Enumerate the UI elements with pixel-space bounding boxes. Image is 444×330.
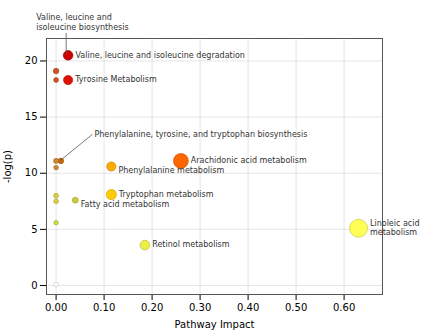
svg-text:Tyrosine Metabolism: Tyrosine Metabolism <box>74 75 157 84</box>
svg-text:15: 15 <box>25 111 38 122</box>
svg-text:Phenylalanine metabolism: Phenylalanine metabolism <box>118 166 224 175</box>
svg-text:0.20: 0.20 <box>141 302 163 313</box>
svg-text:0.30: 0.30 <box>189 302 211 313</box>
svg-text:20: 20 <box>25 55 38 66</box>
svg-text:Fatty acid metabolism: Fatty acid metabolism <box>81 200 170 209</box>
svg-text:Retinol metabolism: Retinol metabolism <box>152 240 230 249</box>
svg-text:Valine, leucine and isoleucine: Valine, leucine and isoleucine degradati… <box>75 51 244 60</box>
svg-text:0.00: 0.00 <box>45 302 67 313</box>
svg-text:Arachidonic acid metabolism: Arachidonic acid metabolism <box>191 156 307 165</box>
svg-text:Phenylalanine, tyrosine, and t: Phenylalanine, tyrosine, and tryptophan … <box>94 130 307 139</box>
svg-text:0.10: 0.10 <box>93 302 115 313</box>
svg-text:0.60: 0.60 <box>333 302 355 313</box>
svg-text:-log(p): -log(p) <box>2 150 13 183</box>
svg-text:Tryptophan metabolism: Tryptophan metabolism <box>118 190 214 199</box>
svg-text:0.50: 0.50 <box>285 302 307 313</box>
svg-text:10: 10 <box>25 167 38 178</box>
svg-text:0.40: 0.40 <box>237 302 259 313</box>
svg-text:Pathway Impact: Pathway Impact <box>175 319 255 330</box>
svg-text:Linoleic acidmetabolism: Linoleic acidmetabolism <box>370 219 420 238</box>
svg-text:0: 0 <box>31 280 37 291</box>
svg-text:Valine, leucine andisoleucine: Valine, leucine andisoleucine biosynthes… <box>36 13 129 32</box>
svg-text:5: 5 <box>31 224 37 235</box>
